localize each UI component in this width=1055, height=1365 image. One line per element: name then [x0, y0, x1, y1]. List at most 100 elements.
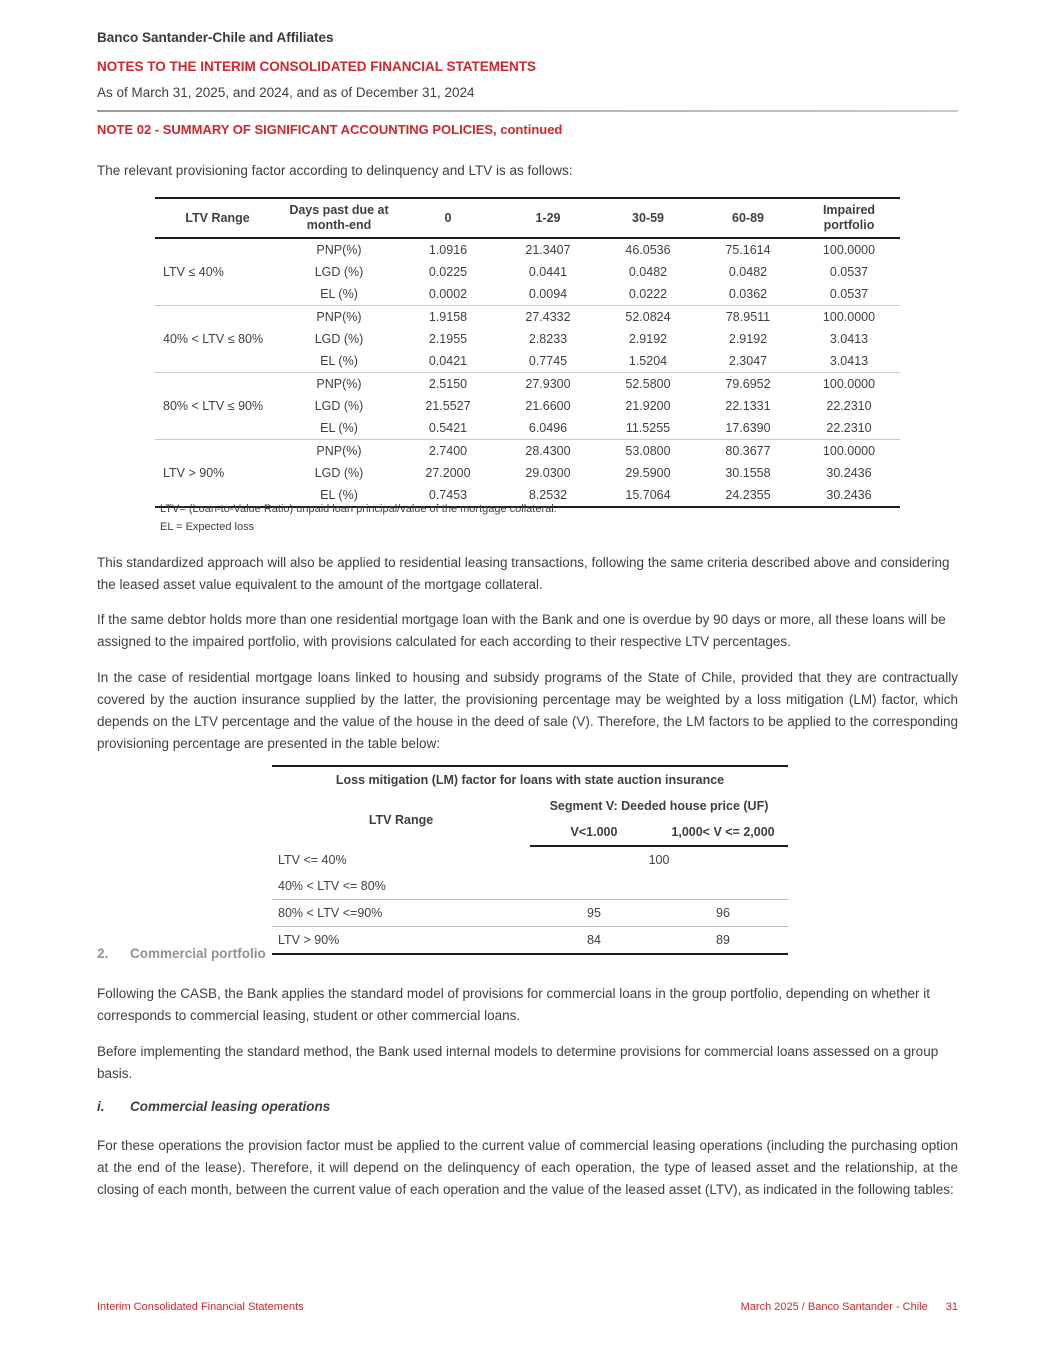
- table-row: Loss mitigation (LM) factor for loans wi…: [272, 766, 788, 793]
- value-cell: 0.0094: [528, 287, 568, 301]
- ltv-range-cell: 80% < LTV ≤ 90%: [155, 372, 280, 440]
- value-cell: 27.4332: [498, 305, 598, 328]
- metric-label-cell: EL (%): [320, 421, 358, 435]
- provisioning-factor-table: LTV Range Days past due at month-end 0 1-29…: [155, 197, 900, 508]
- value-cell: 21.6600: [525, 399, 571, 413]
- ltv-range-cell: LTV > 90%: [272, 926, 530, 954]
- table-row: LGD (%) 27.2000 29.0300 29.5900 30.1558 30.24…: [155, 462, 900, 484]
- value-cell: 15.7064: [625, 488, 671, 502]
- value-cell: 1.5204: [628, 354, 668, 368]
- value-cell: 80.3677: [698, 439, 798, 462]
- value-cell: 2.1955: [428, 332, 468, 346]
- value-cell: 0.0537: [829, 265, 869, 279]
- paragraph-state-programs: In the case of residential mortgage loan…: [97, 670, 958, 751]
- header-divider: [97, 110, 958, 112]
- ltv-range-cell: 40% < LTV <= 80%: [278, 879, 386, 893]
- metric-label-cell: LGD (%): [314, 332, 364, 346]
- value-cell: 95: [530, 899, 658, 927]
- table-row: LTV > 90% 84 89: [272, 926, 788, 954]
- metric-label-cell: PNP(%): [280, 439, 398, 462]
- value-cell: 21.9200: [625, 399, 671, 413]
- section-2-number: 2.: [97, 946, 109, 961]
- metric-label-cell: LGD (%): [314, 265, 364, 279]
- footer-left-text: Interim Consolidated Financial Statement…: [97, 1301, 304, 1313]
- value-cell: 30.2436: [826, 466, 872, 480]
- value-cell: 2.5150: [398, 372, 498, 395]
- footnote-ltv: LTV= (Loan-to-Value Ratio) unpaid loan p…: [160, 503, 557, 515]
- value-cell: 30.1558: [725, 466, 771, 480]
- table-row: LGD (%) 0.0225 0.0441 0.0482 0.0482 0.0537: [155, 261, 900, 283]
- paragraph-same-debtor: If the same debtor holds more than one r…: [97, 612, 946, 649]
- value-cell: 29.0300: [525, 466, 571, 480]
- value-cell: 0.0482: [728, 265, 768, 279]
- table-row: 80% < LTV <=90% 95 96: [272, 899, 788, 927]
- value-cell: 27.2000: [425, 466, 471, 480]
- table-row: LTV > 90% PNP(%) 2.7400 28.4300 53.0800 80.36…: [155, 439, 900, 507]
- segment-header: Segment V: Deeded house price (UF): [549, 799, 769, 813]
- metric-label-cell: LGD (%): [314, 399, 364, 413]
- value-cell: 75.1614: [725, 243, 771, 257]
- lm-table-title: Loss mitigation (LM) factor for loans wi…: [335, 773, 725, 787]
- value-cell: 52.0824: [598, 305, 698, 328]
- ltv-range-cell: 80% < LTV <=90%: [272, 899, 530, 927]
- subsection-i-heading: i. Commercial leasing operations: [97, 1099, 958, 1114]
- footnote-el: EL = Expected loss: [160, 521, 255, 533]
- statement-date-line: As of March 31, 2025, and 2024, and as o…: [97, 85, 475, 100]
- value-cell: 11.5255: [625, 421, 671, 435]
- table-row: LTV <= 40% 100: [272, 846, 788, 873]
- value-cell: 2.9192: [728, 332, 768, 346]
- document-title: NOTES TO THE INTERIM CONSOLIDATED FINANC…: [97, 59, 537, 74]
- ltv-range-cell: LTV <= 40%: [278, 852, 347, 867]
- value-cell: 21.3407: [525, 243, 571, 257]
- ltv-range-header: LTV Range: [368, 812, 434, 827]
- value-cell: 100.0000: [798, 305, 900, 328]
- value-cell: 0.0225: [428, 265, 468, 279]
- value-cell: 29.5900: [625, 466, 671, 480]
- value-cell: 1.9158: [398, 305, 498, 328]
- page-number: 31: [945, 1301, 958, 1313]
- value-cell: 79.6952: [698, 372, 798, 395]
- page-footer: Interim Consolidated Financial Statement…: [97, 1301, 958, 1313]
- intro-paragraph: The relevant provisioning factor accordi…: [97, 163, 573, 178]
- company-name: Banco Santander-Chile and Affiliates: [97, 30, 334, 45]
- paragraph-leasing-operations: For these operations the provision facto…: [97, 1138, 958, 1197]
- metric-label-cell: PNP(%): [280, 372, 398, 395]
- section-2-title: Commercial portfolio: [130, 946, 266, 961]
- value-cell: 0.0482: [628, 265, 668, 279]
- metric-label-cell: EL (%): [320, 287, 358, 301]
- value-cell: 52.5800: [598, 372, 698, 395]
- note-section-title: NOTE 02 - SUMMARY OF SIGNIFICANT ACCOUNT…: [97, 122, 563, 137]
- value-cell: 78.9511: [698, 305, 798, 328]
- value-cell: 100.0000: [822, 243, 876, 257]
- paragraph-following-casb: Following the CASB, the Bank applies the…: [97, 986, 930, 1023]
- column-header: 60-89: [698, 198, 798, 239]
- table-row: EL (%) 0.0421 0.7745 1.5204 2.3047 3.0413: [155, 350, 900, 373]
- loss-mitigation-table: Loss mitigation (LM) factor for loans wi…: [272, 765, 788, 955]
- ltv-range-cell: LTV > 90%: [155, 439, 280, 507]
- value-cell: 2.7400: [398, 439, 498, 462]
- value-cell: 0.0002: [428, 287, 468, 301]
- value-cell: 30.2436: [826, 488, 872, 502]
- value-cell: 21.5527: [425, 399, 471, 413]
- value-cell: 0.7453: [428, 488, 468, 502]
- sub-column-header: 1,000< V <= 2,000: [658, 819, 788, 847]
- value-cell: 0.0222: [628, 287, 668, 301]
- subsection-i-number: i.: [97, 1099, 105, 1114]
- value-cell: 3.0413: [829, 354, 869, 368]
- table-row: LTV Range Segment V: Deeded house price (…: [272, 793, 788, 827]
- value-cell: 2.8233: [528, 332, 568, 346]
- table-row: EL (%) 0.0002 0.0094 0.0222 0.0362 0.0537: [155, 283, 900, 306]
- section-2-heading: 2. Commercial portfolio: [97, 946, 958, 961]
- table-row: LGD (%) 21.5527 21.6600 21.9200 22.1331 22.23…: [155, 395, 900, 417]
- value-cell: 89: [658, 926, 788, 954]
- column-header: 1-29: [498, 198, 598, 239]
- value-cell: 27.9300: [498, 372, 598, 395]
- column-header: Days past due at month-end: [280, 198, 398, 239]
- metric-label-cell: EL (%): [320, 488, 358, 502]
- value-cell: 8.2532: [528, 488, 568, 502]
- column-header: LTV Range: [155, 198, 280, 239]
- value-cell: 0.7745: [528, 354, 568, 368]
- value-cell: [530, 873, 658, 900]
- ltv-range-cell: LTV ≤ 40%: [163, 265, 224, 279]
